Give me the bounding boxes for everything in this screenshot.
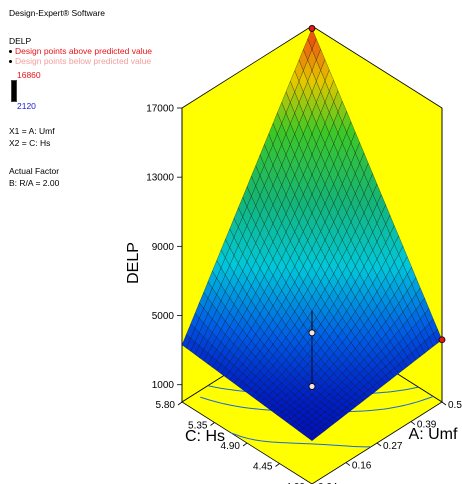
- max-value: 16860: [17, 70, 41, 80]
- actual-factor-value: B: R/A = 2.00: [9, 178, 60, 188]
- x-tick-label: 0.50: [448, 400, 462, 411]
- x-tick-mark: [410, 421, 416, 425]
- y-tick-label: 4.90: [221, 441, 241, 452]
- y-tick-label: 5.80: [156, 400, 176, 411]
- above-point-entry: Design points above predicted value: [9, 46, 152, 56]
- x-axis-ticks: 0.04 0.16 0.27 0.39 0.50: [312, 400, 462, 484]
- box-edges: [181, 108, 443, 402]
- x-tick-mark: [376, 442, 382, 447]
- y-tick-mark: [275, 463, 280, 467]
- contour-line: [230, 432, 371, 448]
- bullet-icon: [9, 50, 12, 54]
- y-tick-mark: [177, 401, 183, 406]
- y-tick-mark: [242, 442, 248, 447]
- design-point: [308, 383, 316, 390]
- z-axis-ticks: 1000 5000 9000 13000 17000: [146, 104, 182, 391]
- design-point: [308, 25, 316, 32]
- surface-facet: [307, 434, 317, 442]
- actual-factor-title: Actual Factor: [9, 166, 60, 176]
- below-point-entry: Design points below predicted value: [9, 56, 151, 66]
- response-label: DELP: [9, 36, 32, 46]
- z-tick-label: 13000: [146, 173, 174, 184]
- design-points: [308, 25, 446, 390]
- above-point-label: Design points above predicted value: [15, 46, 153, 56]
- design-point: [438, 336, 446, 344]
- x-tick-label: 0.39: [417, 420, 437, 431]
- z-tick-label: 5000: [152, 311, 175, 322]
- x-tick-mark: [345, 462, 351, 466]
- y-axis-label: C: Hs: [185, 428, 225, 445]
- min-value: 2120: [17, 101, 36, 111]
- color-scale-bar: [11, 80, 17, 102]
- x-tick-label: 0.04: [318, 482, 338, 484]
- y-tick-mark: [210, 422, 215, 426]
- x-axis-label: A: Umf: [409, 426, 458, 443]
- y-tick-label: 4.45: [253, 462, 273, 473]
- x1-label: X1 = A: Umf: [9, 126, 55, 136]
- x-tick-label: 0.16: [352, 461, 372, 472]
- z-tick-label: 1000: [152, 380, 175, 391]
- software-label: Design-Expert® Software: [9, 8, 106, 18]
- bullet-icon: [9, 60, 12, 64]
- z-tick-label: 17000: [146, 104, 174, 115]
- x-tick-label: 0.27: [383, 441, 403, 452]
- y-axis-ticks: 4.00 4.45 4.90 5.35 5.80: [156, 400, 312, 484]
- y-tick-label: 4.00: [286, 482, 306, 484]
- design-point-stems: [311, 310, 313, 387]
- z-tick-label: 9000: [152, 242, 175, 253]
- x-tick-mark: [441, 401, 447, 406]
- design-point: [308, 329, 316, 337]
- z-axis-label: DELP: [125, 242, 142, 284]
- x2-label: X2 = C: Hs: [9, 138, 51, 148]
- below-point-label: Design points below predicted value: [15, 56, 152, 66]
- y-tick-label: 5.35: [188, 421, 208, 432]
